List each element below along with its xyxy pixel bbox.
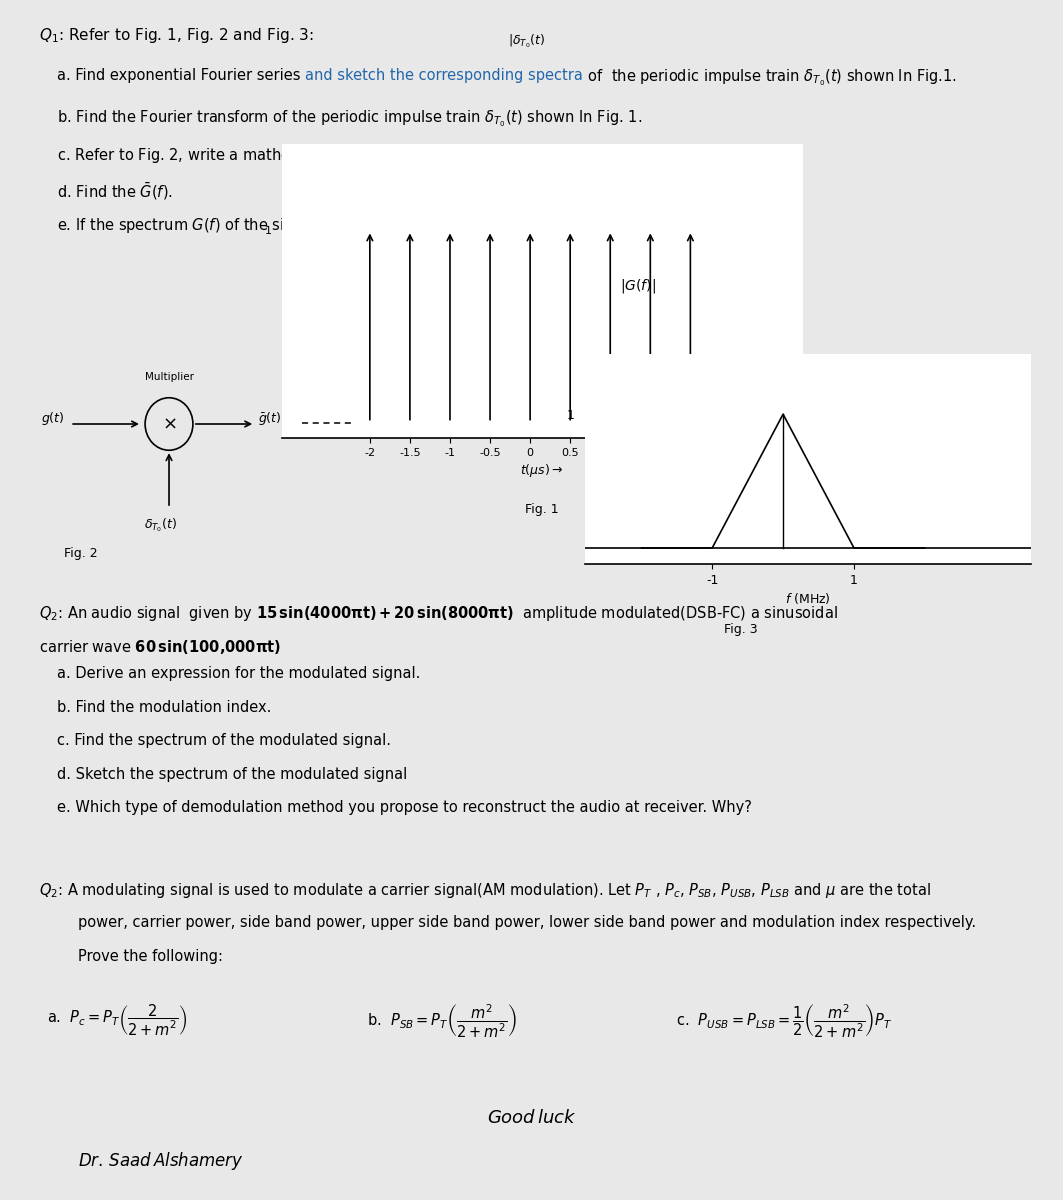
Text: $\delta_{T_0}(t)$: $\delta_{T_0}(t)$ xyxy=(144,517,176,534)
Text: Fig. 3: Fig. 3 xyxy=(724,623,758,636)
Text: Prove the following:: Prove the following: xyxy=(78,949,223,964)
Text: c.  $P_{USB} = P_{LSB} = \dfrac{1}{2}\left(\dfrac{m^2}{2+m^2}\right)P_T$: c. $P_{USB} = P_{LSB} = \dfrac{1}{2}\lef… xyxy=(676,1002,893,1040)
Text: carrier wave $\mathbf{60\,sin(100{,}000\pi t)}$: carrier wave $\mathbf{60\,sin(100{,}000\… xyxy=(38,638,281,656)
Text: $\mathit{Dr.\,Saad\,Alshamery}$: $\mathit{Dr.\,Saad\,Alshamery}$ xyxy=(78,1151,243,1172)
Text: a.  $P_c = P_T\left(\dfrac{2}{2+m^2}\right)$: a. $P_c = P_T\left(\dfrac{2}{2+m^2}\righ… xyxy=(47,1002,187,1038)
Text: Fig. 1: Fig. 1 xyxy=(525,503,559,516)
Text: b. Find the modulation index.: b. Find the modulation index. xyxy=(57,700,271,715)
X-axis label: $f$ (MHz): $f$ (MHz) xyxy=(784,590,831,606)
X-axis label: $t(\mu s) \rightarrow$: $t(\mu s) \rightarrow$ xyxy=(521,462,563,479)
Text: $\mathit{Good\,luck}$: $\mathit{Good\,luck}$ xyxy=(487,1109,576,1128)
Text: $|\delta_{T_0}(t)$: $|\delta_{T_0}(t)$ xyxy=(508,32,545,50)
Text: b. Find the Fourier transform of the periodic impulse train $\delta_{T_0}(t)$ sh: b. Find the Fourier transform of the per… xyxy=(57,108,642,128)
Text: Fig. 2: Fig. 2 xyxy=(64,547,98,560)
Text: of  the periodic impulse train $\delta_{T_0}(t)$ shown In Fig.1.: of the periodic impulse train $\delta_{T… xyxy=(584,67,957,89)
Text: a. Derive an expression for the modulated signal.: a. Derive an expression for the modulate… xyxy=(57,666,421,682)
Text: $Q_2$: An audio signal  given by $\mathbf{15\,sin(4000\pi t) + 20\,sin(8000\pi t: $Q_2$: An audio signal given by $\mathbf… xyxy=(38,605,838,623)
Text: $Q_2$: A modulating signal is used to modulate a carrier signal(AM modulation). : $Q_2$: A modulating signal is used to mo… xyxy=(38,882,930,900)
Text: and sketch the corresponding spectra: and sketch the corresponding spectra xyxy=(305,67,584,83)
Text: $g(t)$: $g(t)$ xyxy=(41,410,65,427)
Text: power, carrier power, side band power, upper side band power, lower side band po: power, carrier power, side band power, u… xyxy=(78,916,976,930)
Text: e. Which type of demodulation method you propose to reconstruct the audio at rec: e. Which type of demodulation method you… xyxy=(57,800,752,816)
Text: e. If the spectrum $G(f)$ of the signal g(t) is as shown in Fig. 3, sketch the s: e. If the spectrum $G(f)$ of the signal … xyxy=(57,214,715,236)
Text: d. Find the $\bar{G}(f)$.: d. Find the $\bar{G}(f)$. xyxy=(57,180,173,202)
Text: $\bar{g}(t)$: $\bar{g}(t)$ xyxy=(258,410,282,427)
Text: c. Refer to Fig. 2, write a mathematical  expression for the signal $\bar{g}(t)$: c. Refer to Fig. 2, write a mathematical… xyxy=(57,148,570,166)
Text: $|G(f)|$: $|G(f)|$ xyxy=(621,277,656,295)
Text: a. Find exponential Fourier series: a. Find exponential Fourier series xyxy=(57,67,305,83)
Text: d. Sketch the spectrum of the modulated signal: d. Sketch the spectrum of the modulated … xyxy=(57,767,407,782)
Text: b.  $P_{SB} = P_T\left(\dfrac{m^2}{2+m^2}\right)$: b. $P_{SB} = P_T\left(\dfrac{m^2}{2+m^2}… xyxy=(367,1002,517,1040)
Text: $\times$: $\times$ xyxy=(162,415,176,433)
Text: Multiplier: Multiplier xyxy=(145,372,193,382)
Text: c. Find the spectrum of the modulated signal.: c. Find the spectrum of the modulated si… xyxy=(57,733,391,749)
Text: $Q_1$: Refer to Fig. 1, Fig. 2 and Fig. 3:: $Q_1$: Refer to Fig. 1, Fig. 2 and Fig. … xyxy=(38,26,314,44)
